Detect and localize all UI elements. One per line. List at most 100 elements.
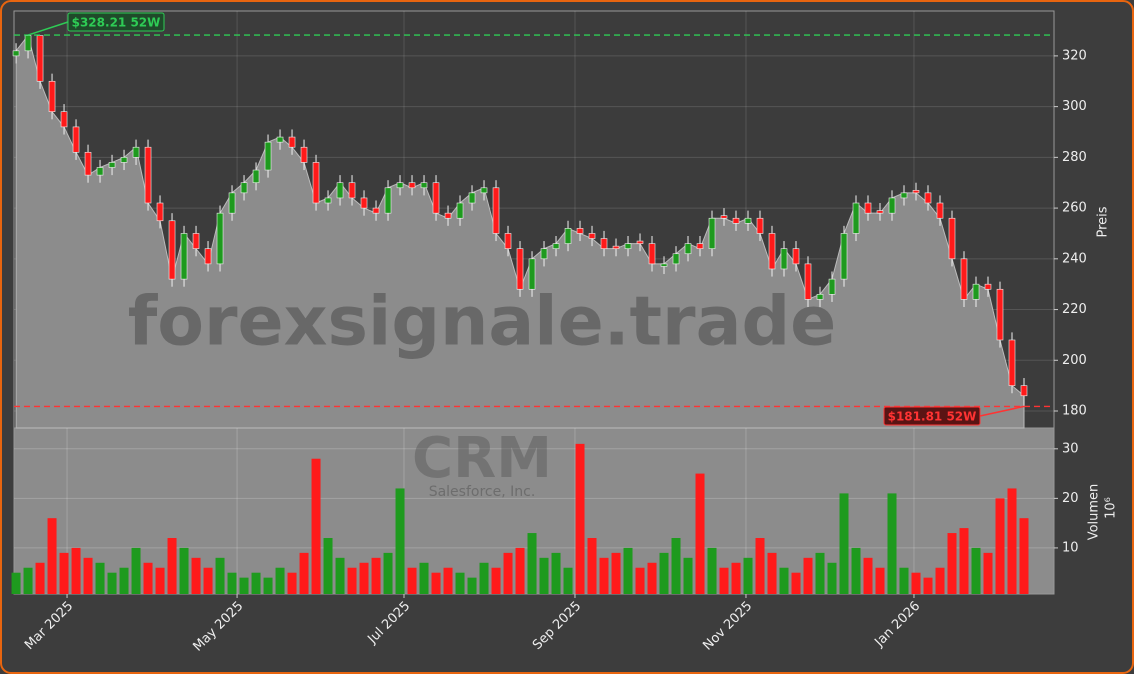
candle-body: [864, 202, 872, 214]
candle-body: [900, 192, 908, 199]
candle-body: [360, 197, 368, 209]
volume-bar: [371, 557, 381, 594]
y-tick-label: 320: [1062, 48, 1087, 63]
candle-body: [48, 80, 56, 112]
y-tick-label: 10: [1062, 540, 1079, 555]
volume-bar: [431, 572, 441, 594]
volume-bar: [599, 557, 609, 594]
candle-body: [660, 263, 668, 267]
volume-bar: [683, 557, 693, 594]
volume-bar: [23, 567, 33, 594]
candle-body: [240, 182, 248, 194]
volume-bar: [455, 572, 465, 594]
y-tick-label: 240: [1062, 251, 1087, 266]
candle-body: [816, 294, 824, 300]
candle-body: [576, 228, 584, 234]
candle-body: [696, 243, 704, 249]
candle-body: [456, 202, 464, 219]
volume-bar: [263, 577, 273, 594]
candle-body: [504, 233, 512, 249]
candle-body: [1008, 339, 1016, 386]
volume-bar: [827, 562, 837, 594]
volume-bar: [335, 557, 345, 594]
candle-body: [408, 182, 416, 189]
candle-body: [540, 248, 548, 260]
annotation-box: [67, 12, 165, 32]
volume-bar: [815, 552, 825, 594]
volume-bar: [875, 567, 885, 594]
candle-body: [984, 283, 992, 290]
y-tick-label: 30: [1062, 441, 1079, 456]
y-tick-label: 180: [1062, 404, 1087, 419]
volume-bar: [539, 557, 549, 594]
candle-body: [60, 111, 68, 128]
volume-bar: [167, 538, 177, 594]
volume-bar: [527, 533, 537, 594]
candle-body: [96, 167, 104, 176]
candle-body: [1020, 385, 1028, 397]
volume-bar: [851, 547, 861, 594]
candle-body: [876, 210, 884, 214]
volume-bar: [419, 562, 429, 594]
candle-body: [348, 182, 356, 199]
volume-bar: [923, 577, 933, 594]
volume-bar: [791, 572, 801, 594]
candle-body: [480, 187, 488, 194]
volume-bar: [731, 562, 741, 594]
volume-bar: [863, 557, 873, 594]
volume-bar: [383, 552, 393, 594]
candle-body: [564, 228, 572, 244]
watermark-name: Salesforce, Inc.: [429, 484, 536, 500]
volume-bar: [635, 567, 645, 594]
volume-bar: [131, 547, 141, 594]
volume-bar: [227, 572, 237, 594]
volume-bar: [1019, 518, 1029, 594]
candle-body: [372, 207, 380, 214]
candle-body: [468, 192, 476, 204]
candle-body: [960, 258, 968, 300]
candle-body: [648, 243, 656, 265]
candle-body: [936, 202, 944, 219]
candle-body: [528, 258, 536, 290]
annotation-box: [883, 406, 981, 426]
candle-body: [804, 263, 812, 300]
candle-body: [72, 126, 80, 153]
annotation-arrow: [27, 21, 69, 36]
candle-body: [120, 157, 128, 163]
volume-bar: [947, 533, 957, 594]
price-area: [15, 34, 1025, 429]
candle-body: [600, 238, 608, 249]
candle-body: [780, 248, 788, 270]
candle-body: [336, 182, 344, 199]
volume-bar: [659, 552, 669, 594]
candle-body: [24, 35, 32, 52]
volume-bar: [251, 572, 261, 594]
candle-body: [852, 202, 860, 234]
annotation-label: $181.81 52W: [888, 410, 977, 424]
candle-body: [384, 187, 392, 214]
candle-body: [948, 217, 956, 260]
volume-bar: [707, 547, 717, 594]
volume-bar: [479, 562, 489, 594]
candle-body: [252, 169, 260, 184]
y-tick-label: 260: [1062, 201, 1087, 216]
candle-body: [996, 288, 1004, 341]
volume-bar: [155, 567, 165, 594]
candle-body: [228, 192, 236, 214]
y-axis-label: Volumen: [1087, 484, 1102, 541]
volume-bar: [671, 538, 681, 594]
plot-layer: 180 200 220 240 260 280 300 320 $328.21 52W $181.…: [11, 11, 1087, 655]
volume-bar: [515, 547, 525, 594]
candle-body: [216, 212, 224, 265]
watermark: forexsignale.trade: [128, 283, 837, 362]
volume-bar: [119, 567, 129, 594]
volume-bar: [779, 567, 789, 594]
candle-body: [36, 35, 44, 82]
volume-bar: [359, 562, 369, 594]
volume-bar: [575, 443, 585, 594]
volume-bar: [623, 547, 633, 594]
volume-bar: [47, 518, 57, 594]
volume-bar: [551, 552, 561, 594]
candle-body: [276, 136, 284, 143]
volume-bar: [803, 557, 813, 594]
